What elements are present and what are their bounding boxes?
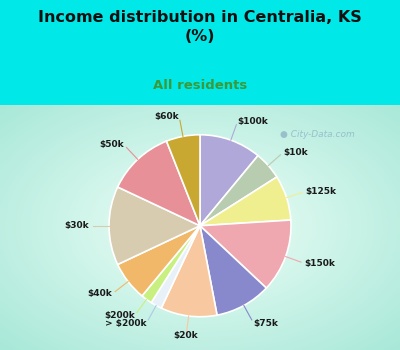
Wedge shape	[200, 135, 258, 226]
Text: $30k: $30k	[64, 221, 89, 230]
Text: $50k: $50k	[99, 140, 124, 149]
Text: $100k: $100k	[238, 117, 268, 126]
Wedge shape	[118, 226, 200, 296]
Text: $125k: $125k	[306, 187, 336, 196]
Wedge shape	[166, 135, 200, 226]
Wedge shape	[161, 226, 217, 317]
Text: All residents: All residents	[153, 79, 247, 92]
Text: $40k: $40k	[88, 289, 112, 298]
Text: Income distribution in Centralia, KS
(%): Income distribution in Centralia, KS (%)	[38, 10, 362, 44]
Text: $20k: $20k	[174, 331, 198, 341]
Text: ● City-Data.com: ● City-Data.com	[280, 130, 355, 139]
Wedge shape	[200, 220, 291, 288]
Wedge shape	[109, 187, 200, 265]
Wedge shape	[200, 177, 291, 226]
Wedge shape	[200, 156, 277, 226]
Wedge shape	[118, 141, 200, 226]
Text: $150k: $150k	[304, 259, 335, 268]
Wedge shape	[151, 226, 200, 308]
Text: $10k: $10k	[283, 148, 308, 157]
Text: $60k: $60k	[154, 112, 179, 121]
Text: $200k: $200k	[104, 311, 135, 320]
Text: > $200k: > $200k	[105, 318, 146, 328]
Wedge shape	[142, 226, 200, 303]
Wedge shape	[200, 226, 266, 315]
Text: $75k: $75k	[254, 318, 278, 328]
